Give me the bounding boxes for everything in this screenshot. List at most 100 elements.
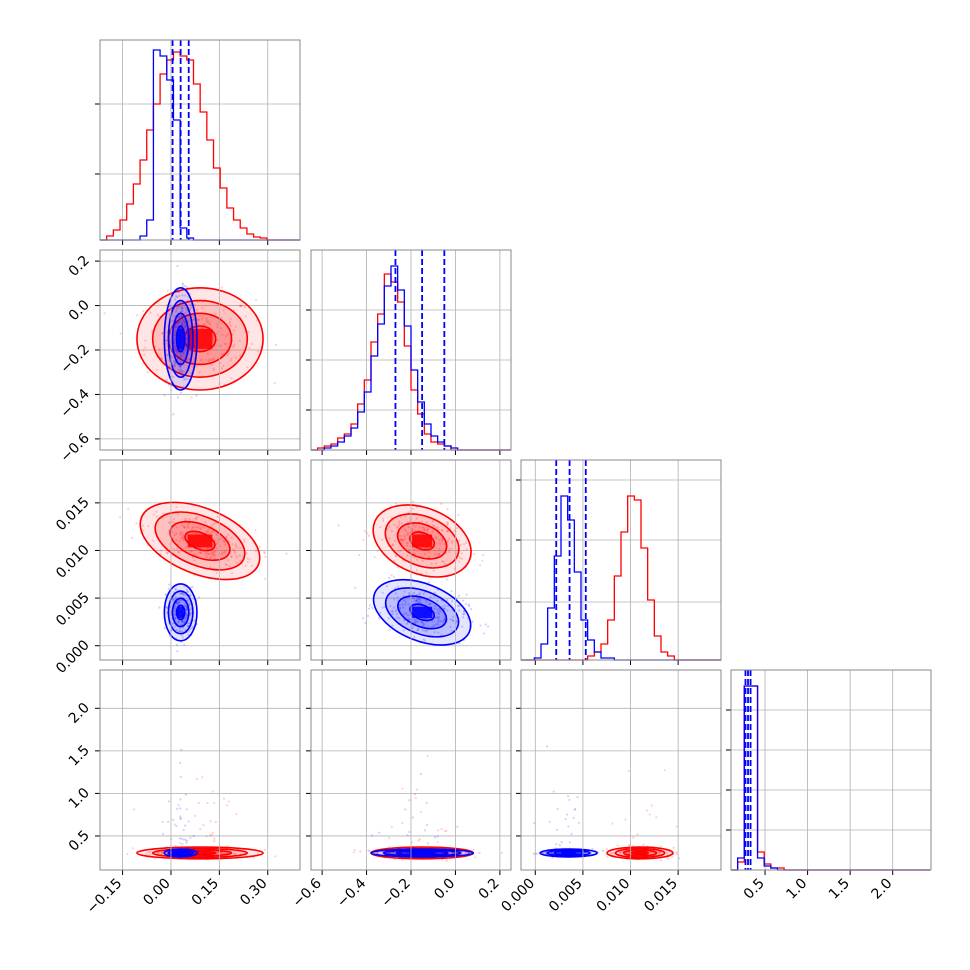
scatter-point [187,598,190,602]
scatter-point [567,825,570,828]
scatter-point [238,554,241,557]
scatter-point [250,564,253,567]
scatter-point [180,531,183,534]
scatter-point [430,562,433,565]
scatter-point [233,344,236,347]
scatter-point [426,754,429,758]
scatter-point [415,569,418,572]
histogram-red-0 [100,51,301,241]
scatter-point [464,602,468,606]
scatter-point [186,839,189,843]
scatter-point [174,595,177,599]
scatter-point [186,374,189,377]
scatter-point [185,286,189,289]
scatter-point [160,357,163,360]
scatter-point [584,851,587,854]
scatter-point [159,356,162,359]
scatter-point [375,852,378,855]
scatter-point [482,554,485,557]
scatter-point [254,529,257,532]
scatter-point [403,534,406,537]
scatter-point [228,540,231,544]
scatter-point [418,600,421,603]
scatter-point [186,526,189,529]
scatter-point [175,547,179,550]
scatter-point [433,553,436,556]
scatter-point [225,536,229,539]
x-tick-label: 0.0 [431,876,458,903]
scatter-point [457,513,460,517]
scatter-point [431,625,434,629]
scatter-point [178,630,181,633]
scatter-point [416,628,419,632]
scatter-point [222,364,225,367]
scatter-point [209,359,213,362]
y-tick-label: −0.4 [57,386,92,421]
scatter-point [404,529,407,532]
scatter-point [198,318,201,321]
scatter-point [172,857,175,860]
scatter-point [427,550,431,554]
scatter-point [445,599,449,602]
scatter-point [222,540,225,543]
scatter-point [408,548,411,552]
scatter-point [436,611,439,614]
scatter-point [458,560,461,563]
scatter-point [250,342,253,346]
scatter-point [182,636,185,639]
scatter-point [216,851,219,854]
scatter-point [178,294,181,297]
scatter-point [235,813,238,816]
scatter-point [194,814,197,818]
scatter-point [199,827,202,831]
scatter-point [422,622,425,625]
scatter-point [542,852,545,855]
scatter-point [404,528,407,531]
scatter-point [663,769,666,772]
scatter-point [390,516,393,519]
scatter-point [381,591,384,594]
scatter-point [192,835,195,838]
scatter-point [405,851,408,854]
scatter-point [465,547,468,551]
scatter-point [667,850,670,853]
scatter-point [403,590,406,593]
scatter-point [215,571,218,575]
scatter-point [413,621,417,624]
scatter-point [556,807,559,811]
scatter-point [178,370,181,373]
scatter-point [393,539,396,543]
scatter-point [423,639,427,642]
scatter-point [366,614,370,617]
scatter-point [385,584,388,588]
scatter-point [398,607,402,610]
x-tick-label: 1.5 [826,876,853,903]
scatter-point [437,620,440,623]
x-tick-label: 0.5 [741,876,768,903]
scatter-point [182,370,185,373]
scatter-point [445,578,448,581]
scatter-point [535,852,538,855]
y-tick-label: 1.5 [66,742,93,769]
scatter-point [199,546,202,550]
scatter-point [182,364,185,367]
scatter-point [227,559,230,562]
scatter-point [416,628,420,631]
scatter-point [397,520,401,523]
scatter-point [173,365,176,368]
scatter-point [179,348,183,351]
scatter-point [471,620,474,623]
x-tick-label: 2.0 [868,876,895,903]
scatter-point [619,851,623,854]
scatter-point [219,344,222,347]
scatter-point [174,326,177,329]
scatter-point [565,813,569,816]
scatter-point [459,557,462,560]
scatter-point [179,531,182,534]
scatter-point [545,745,549,748]
scatter-panel-2-1 [306,459,512,665]
scatter-point [176,621,179,624]
density-peak [412,606,433,618]
scatter-point [248,346,251,350]
scatter-point [179,326,182,330]
